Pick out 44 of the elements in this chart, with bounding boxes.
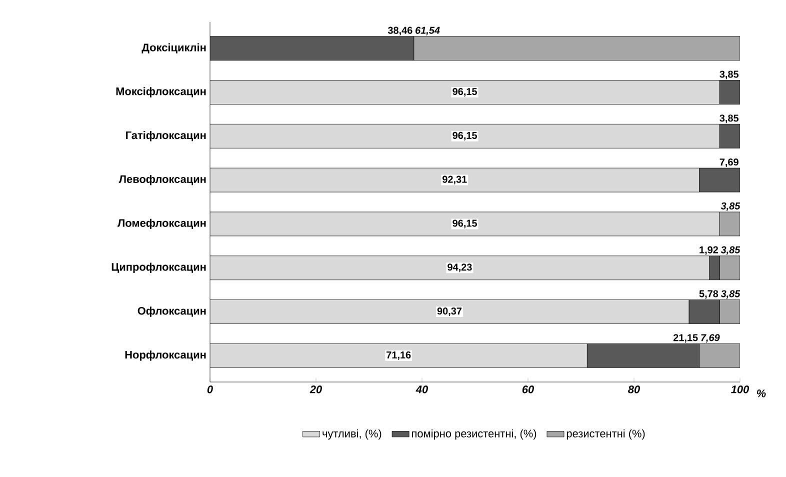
bar: [210, 168, 700, 192]
y-tick-label: Норфлоксацин: [125, 350, 206, 361]
data-label: 96,15: [452, 220, 477, 228]
data-label: 7,69: [701, 334, 720, 343]
data-label: 38,46: [388, 26, 412, 36]
data-label: 61,54: [416, 26, 440, 36]
x-axis-title: %: [756, 390, 766, 398]
legend-label: чутливі, (%): [322, 429, 382, 440]
data-label: 3,85: [720, 246, 740, 255]
bar: [210, 80, 720, 104]
x-tick-label: 40: [416, 386, 428, 394]
data-label: 90,37: [437, 308, 462, 316]
data-label: 3,85: [720, 202, 740, 211]
data-label: 1,92: [700, 246, 718, 255]
y-tick-label: Моксіфлоксацин: [116, 87, 206, 98]
data-label: 21,15: [673, 334, 698, 343]
data-label: 3,85: [720, 70, 739, 80]
bar: [210, 256, 710, 280]
bar: [210, 300, 690, 324]
bar: [210, 212, 720, 236]
x-tick-label: 80: [628, 386, 640, 394]
y-tick-label: Доксіциклін: [142, 43, 206, 54]
x-tick-label: 100: [731, 386, 750, 394]
data-label: 7,69: [720, 158, 738, 168]
data-label: 3,85: [720, 114, 739, 124]
y-tick-label: Левофлоксацин: [118, 174, 206, 186]
data-label: 71,16: [386, 351, 411, 360]
legend-label: помірно резистентні, (%): [412, 429, 536, 440]
data-label: 96,15: [452, 88, 477, 97]
y-tick-label: Ципрофлоксацин: [112, 262, 206, 273]
x-tick-label: 60: [522, 386, 534, 394]
data-label: 5,78: [699, 290, 718, 299]
y-tick-label: Офлоксацин: [138, 306, 206, 317]
x-tick-label: 20: [310, 386, 322, 394]
legend-label: резистентні (%): [566, 429, 645, 440]
bar: [210, 343, 588, 368]
x-tick-label: 0: [207, 386, 213, 394]
y-tick-label: Ломефлоксацин: [118, 218, 206, 230]
bar: [210, 124, 720, 148]
data-label: 3,85: [720, 290, 740, 299]
data-label: 94,23: [448, 264, 472, 272]
data-label: 92,31: [442, 176, 467, 184]
y-tick-label: Гатіфлоксацин: [126, 131, 206, 142]
data-label: 96,15: [452, 132, 477, 140]
